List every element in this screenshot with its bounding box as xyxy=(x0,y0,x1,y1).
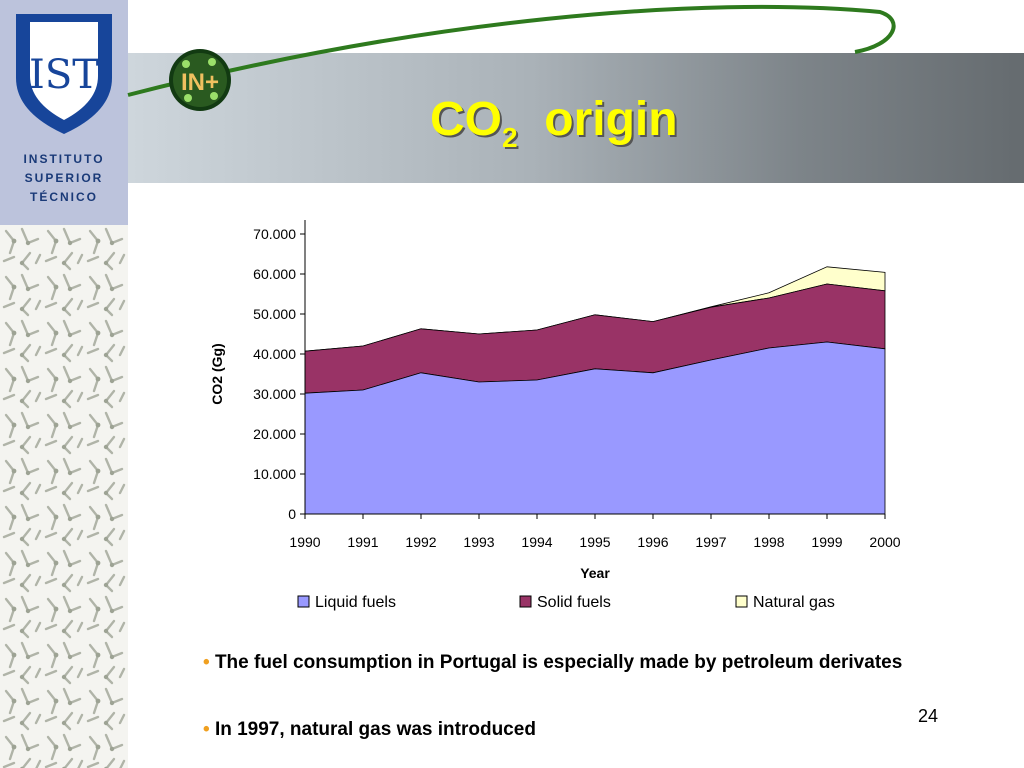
title-origin: origin xyxy=(544,93,678,146)
x-tick-label: 1991 xyxy=(347,534,378,550)
logo-letters: IST xyxy=(29,52,99,98)
institution-line: TÉCNICO xyxy=(30,190,98,204)
legend-label: Natural gas xyxy=(753,594,835,611)
x-tick-label: 2000 xyxy=(869,534,900,550)
x-tick-label: 1995 xyxy=(579,534,610,550)
bullet-item: • In 1997, natural gas was introduced xyxy=(203,717,963,742)
legend-swatch xyxy=(519,595,532,608)
legend-swatch xyxy=(297,595,310,608)
x-tick-label: 1990 xyxy=(289,534,320,550)
y-tick-label: 20.000 xyxy=(253,426,296,442)
institution-line: SUPERIOR xyxy=(24,171,104,185)
x-axis-title: Year xyxy=(580,565,610,581)
legend-label: Solid fuels xyxy=(537,594,611,611)
x-tick-label: 1999 xyxy=(811,534,842,550)
slide-title: CO2 origin xyxy=(430,92,678,154)
title-band xyxy=(128,53,1024,183)
institution-line: INSTITUTO xyxy=(23,152,105,166)
legend-swatch xyxy=(735,595,748,608)
y-tick-label: 50.000 xyxy=(253,306,296,322)
y-axis-title: CO2 (Gg) xyxy=(209,343,225,404)
decorative-pattern-strip xyxy=(0,225,128,768)
x-tick-label: 1994 xyxy=(521,534,552,550)
y-tick-label: 60.000 xyxy=(253,266,296,282)
bullet-text: In 1997, natural gas was introduced xyxy=(214,719,536,740)
ist-shield-logo: IST xyxy=(16,14,112,134)
y-tick-label: 10.000 xyxy=(253,466,296,482)
co2-area-chart: 0 10.000 20.000 30.000 40.000 50.000 60.000 70.… xyxy=(209,220,901,611)
x-tick-label: 1998 xyxy=(753,534,784,550)
y-tick-label: 40.000 xyxy=(253,346,296,362)
y-tick-label: 30.000 xyxy=(253,386,296,402)
legend-label: Liquid fuels xyxy=(315,594,396,611)
badge-text: IN+ xyxy=(181,69,219,96)
x-tick-label: 1993 xyxy=(463,534,494,550)
y-tick-label: 70.000 xyxy=(253,226,296,242)
title-subscript: 2 xyxy=(502,122,518,153)
pattern-graphic xyxy=(0,225,128,768)
bullet-marker: • xyxy=(203,719,210,740)
y-tick-label: 0 xyxy=(288,506,296,522)
x-tick-label: 1996 xyxy=(637,534,668,550)
header-decoration: IST IN+ xyxy=(16,4,896,134)
page-number: 24 xyxy=(918,706,939,726)
bullet-item: • The fuel consumption in Portugal is es… xyxy=(203,650,963,675)
green-swoosh xyxy=(127,4,896,97)
in-plus-badge: IN+ xyxy=(169,49,231,111)
title-co: CO xyxy=(430,93,502,146)
bullet-text: The fuel consumption in Portugal is espe… xyxy=(214,652,903,673)
institution-name: INSTITUTO SUPERIOR TÉCNICO xyxy=(0,150,128,207)
bullet-marker: • xyxy=(203,652,210,673)
x-tick-label: 1992 xyxy=(405,534,436,550)
x-tick-label: 1997 xyxy=(695,534,726,550)
